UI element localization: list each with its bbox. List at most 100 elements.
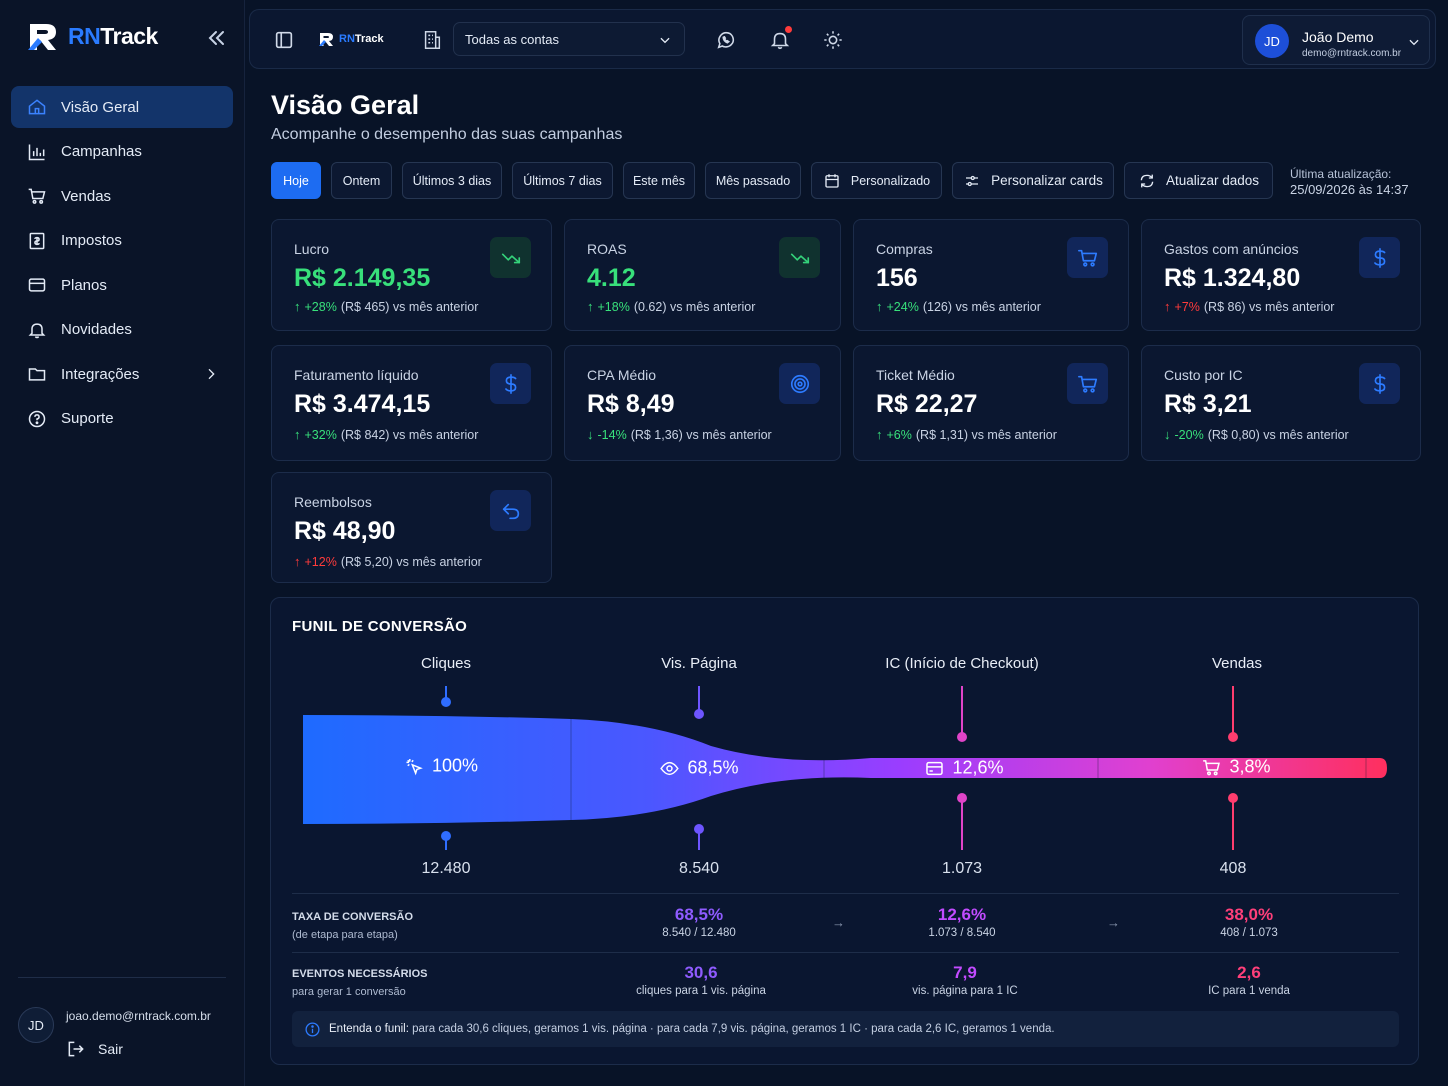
funnel-title: FUNIL DE CONVERSÃO	[292, 618, 468, 635]
stage-pct-visitas: 68,5%	[659, 758, 739, 779]
sidebar-item-impostos[interactable]: Impostos	[11, 220, 233, 262]
stage-pct-vendas: 3,8%	[1201, 757, 1271, 778]
target-icon	[779, 363, 820, 404]
kpi-label: Compras	[876, 241, 933, 257]
metric-value: 30,6	[684, 963, 718, 982]
filter-last-month-button[interactable]: Mês passado	[705, 162, 801, 199]
last-update: Última atualização: 25/09/2026 às 14:37	[1290, 166, 1409, 198]
stage-count-ic: 1.073	[941, 860, 983, 877]
kpi-card: Faturamento líquido R$ 3.474,15 ↑ +32% (…	[271, 345, 552, 461]
kpi-change-pct: +32%	[304, 427, 337, 442]
collapse-sidebar-icon[interactable]	[205, 26, 229, 50]
arrow-up-icon: ↑	[294, 427, 301, 442]
stage-pct-ic: 12,6%	[924, 758, 1004, 779]
sidebar-item-label: Visão Geral	[61, 98, 140, 116]
kpi-change: ↑ +12% (R$ 5,20) vs mês anterior	[294, 554, 482, 569]
page-subtitle: Acompanhe o desempenho das suas campanha…	[271, 126, 623, 143]
metric-value: 2,6	[1237, 963, 1261, 982]
stage-count-vendas: 408	[1219, 860, 1247, 877]
stage-name-cliques: Cliques	[420, 655, 472, 672]
whatsapp-icon[interactable]	[715, 29, 737, 51]
avatar[interactable]: JD	[18, 1007, 54, 1043]
kpi-change-detail: (R$ 842) vs mês anterior	[340, 427, 479, 442]
filter-last3-button[interactable]: Últimos 3 dias	[402, 162, 502, 199]
chevron-down-icon	[1409, 39, 1419, 46]
profile-menu[interactable]: JD João Demo demo@rntrack.com.br	[1242, 15, 1430, 65]
cart-icon	[28, 188, 46, 204]
kpi-change-detail: (0.62) vs mês anterior	[633, 299, 756, 314]
funnel-shape	[303, 715, 1387, 824]
kpi-value: 156	[876, 264, 918, 292]
funnel-chart	[303, 686, 1387, 850]
account-select[interactable]: Todas as contas	[453, 22, 685, 56]
sidebar-divider	[18, 977, 226, 978]
conversion-metric: 68,5% 8.540 / 12.480	[662, 905, 736, 939]
sidebar-item-suporte[interactable]: Suporte	[11, 398, 233, 440]
arrow-up-icon: ↑	[1164, 299, 1171, 314]
filter-last7-button[interactable]: Últimos 7 dias	[512, 162, 613, 199]
filter-yesterday-button[interactable]: Ontem	[331, 162, 392, 199]
sidebar-item-label: Suporte	[61, 410, 114, 427]
kpi-change: ↑ +7% (R$ 86) vs mês anterior	[1164, 299, 1334, 314]
sidebar-item-visao-geral[interactable]: Visão Geral	[11, 86, 233, 128]
filter-this-month-button[interactable]: Este mês	[623, 162, 695, 199]
kpi-change: ↑ +18% (0.62) vs mês anterior	[587, 299, 755, 314]
refresh-data-button[interactable]: Atualizar dados	[1124, 162, 1273, 199]
customize-cards-button[interactable]: Personalizar cards	[952, 162, 1114, 199]
metric-value: 12,6%	[937, 905, 987, 924]
theme-sun-icon[interactable]	[822, 29, 844, 51]
kpi-value: R$ 8,49	[587, 390, 675, 418]
kpi-value: R$ 2.149,35	[294, 264, 431, 292]
calendar-icon	[825, 173, 839, 188]
kpi-change-pct: +12%	[304, 554, 337, 569]
brand-logo[interactable]: RNTrack	[26, 20, 158, 52]
kpi-label: ROAS	[587, 241, 627, 257]
eye-icon	[660, 761, 679, 775]
kpi-value: R$ 22,27	[876, 390, 978, 418]
rntrack-logo-icon	[319, 33, 333, 46]
topbar: RNTrack Todas as contas JD João Demo dem…	[249, 9, 1436, 69]
filter-custom-button[interactable]: Personalizado	[811, 162, 942, 199]
events-needed-sublabel: para gerar 1 conversão	[292, 986, 406, 998]
sidebar-nav: Visão Geral Campanhas Vendas Impostos Pl…	[11, 86, 233, 442]
sidebar-item-novidades[interactable]: Novidades	[11, 309, 233, 351]
sidebar-item-label: Impostos	[61, 232, 122, 249]
kpi-card: Lucro R$ 2.149,35 ↑ +28% (R$ 465) vs mês…	[271, 219, 552, 331]
page-title: Visão Geral	[271, 90, 420, 120]
kpi-change-pct: -20%	[1174, 427, 1204, 442]
info-icon	[305, 1021, 320, 1037]
kpi-change-pct: +18%	[597, 299, 630, 314]
filter-today-button[interactable]: Hoje	[271, 162, 321, 199]
kpi-card: Gastos com anúncios R$ 1.324,80 ↑ +7% (R…	[1141, 219, 1421, 331]
funnel-info-bar: Entenda o funil: para cada 30,6 cliques,…	[292, 1011, 1399, 1047]
sidebar-item-campanhas[interactable]: Campanhas	[11, 131, 233, 173]
notification-dot	[785, 26, 792, 33]
kpi-change-pct: +28%	[304, 299, 337, 314]
profile-email: demo@rntrack.com.br	[1302, 48, 1402, 59]
sidebar-item-planos[interactable]: Planos	[11, 264, 233, 306]
receipt-icon	[29, 232, 45, 249]
sidebar-toggle-icon[interactable]	[273, 29, 295, 51]
kpi-change-pct: +24%	[886, 299, 919, 314]
kpi-change-pct: +6%	[886, 427, 912, 442]
sidebar-item-label: Campanhas	[61, 143, 142, 160]
home-icon	[28, 99, 46, 115]
stage-pct-cliques: 100%	[404, 756, 478, 777]
sidebar-item-integracoes[interactable]: Integrações	[11, 353, 233, 395]
kpi-change-pct: +7%	[1174, 299, 1200, 314]
metric-detail: 408 / 1.073	[1220, 927, 1278, 939]
notifications-bell-icon[interactable]	[769, 29, 791, 51]
metric-value: 68,5%	[674, 905, 724, 924]
metric-detail: 1.073 / 8.540	[928, 927, 996, 939]
kpi-change: ↑ +32% (R$ 842) vs mês anterior	[294, 427, 478, 442]
logout-icon	[68, 1041, 84, 1057]
logout-button[interactable]: Sair	[66, 1039, 123, 1059]
events-needed-label: EVENTOS NECESSÁRIOS	[292, 968, 428, 980]
arrow-down-icon: ↓	[1164, 427, 1171, 442]
click-icon	[406, 758, 423, 775]
arrow-up-icon: ↑	[294, 299, 301, 314]
undo-icon	[490, 490, 531, 531]
building-icon	[421, 29, 443, 51]
sidebar-item-vendas[interactable]: Vendas	[11, 175, 233, 217]
user-email: joao.demo@rntrack.com.br	[66, 1009, 211, 1023]
